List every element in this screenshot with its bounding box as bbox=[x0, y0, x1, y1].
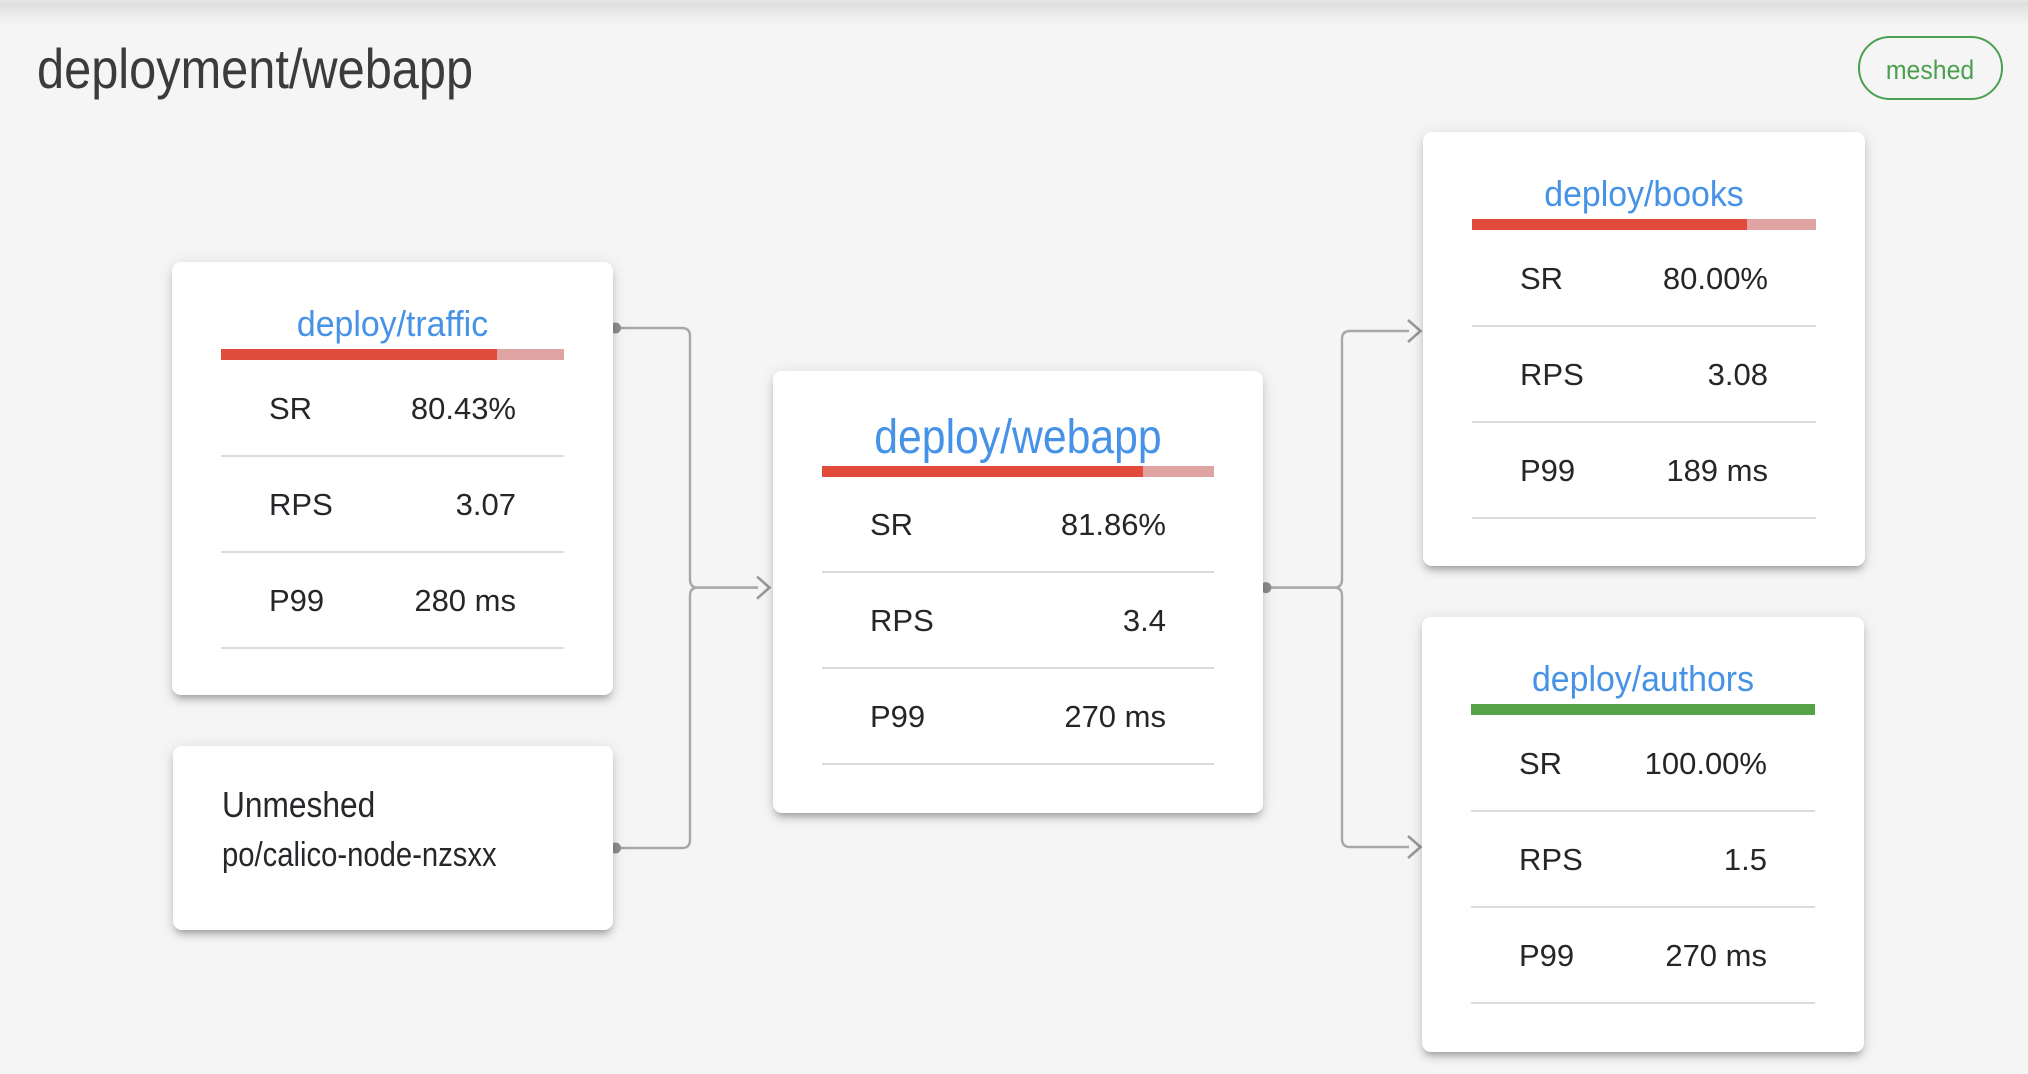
edge-traffic-to-webapp bbox=[615, 326, 758, 589]
stat-value: 280 ms bbox=[414, 582, 516, 618]
stat-value: 3.08 bbox=[1707, 356, 1768, 392]
unmeshed-title: Unmeshed bbox=[222, 784, 376, 825]
stat-value: 80.43% bbox=[410, 390, 516, 426]
stats-table-authors: SR 100.00% RPS 1.5 P99 270 ms bbox=[1471, 716, 1815, 1004]
edge-unmeshed-to-webapp bbox=[615, 586, 758, 850]
success-rate-bar-traffic bbox=[221, 349, 564, 360]
stat-label: P99 bbox=[1519, 937, 1575, 973]
stat-row-p99: P99 270 ms bbox=[1471, 908, 1815, 1004]
stat-row-rps: RPS 3.07 bbox=[221, 457, 564, 553]
stat-row-sr: SR 80.43% bbox=[221, 361, 564, 457]
stat-row-p99: P99 189 ms bbox=[1472, 423, 1816, 519]
stat-value: 80.00% bbox=[1662, 260, 1768, 296]
stat-label: SR bbox=[1519, 745, 1563, 781]
stat-label: RPS bbox=[870, 602, 934, 638]
stat-row-rps: RPS 3.08 bbox=[1472, 327, 1816, 423]
node-card-deploy-books: deploy/books SR 80.00% RPS 3.08 P99 189 … bbox=[1423, 132, 1865, 566]
stat-value: 3.07 bbox=[455, 486, 516, 522]
success-rate-bar-books bbox=[1472, 219, 1816, 230]
stats-table-traffic: SR 80.43% RPS 3.07 P99 280 ms bbox=[221, 361, 564, 649]
arrowhead-into-webapp bbox=[756, 575, 772, 600]
page-title: deployment/webapp bbox=[37, 37, 474, 100]
node-link-deploy-authors[interactable]: deploy/authors bbox=[1531, 658, 1754, 699]
stat-label: P99 bbox=[269, 582, 325, 618]
stat-label: P99 bbox=[1520, 452, 1576, 488]
stat-label: SR bbox=[1520, 260, 1564, 296]
success-rate-bar-fill bbox=[1471, 704, 1815, 715]
unmeshed-resource-name: po/calico-node-nzsxx bbox=[222, 836, 497, 874]
node-link-deploy-webapp[interactable]: deploy/webapp bbox=[874, 411, 1162, 464]
success-rate-bar-fill bbox=[1472, 219, 1748, 230]
success-rate-bar-authors bbox=[1471, 704, 1815, 715]
stat-value: 270 ms bbox=[1064, 698, 1166, 734]
stat-value: 100.00% bbox=[1644, 745, 1767, 781]
edge-webapp-to-authors bbox=[1266, 586, 1409, 849]
success-rate-bar-rest bbox=[1747, 219, 1816, 230]
node-link-deploy-books[interactable]: deploy/books bbox=[1544, 173, 1744, 214]
stat-label: SR bbox=[269, 390, 313, 426]
node-link-deploy-traffic[interactable]: deploy/traffic bbox=[296, 303, 489, 344]
stat-value: 81.86% bbox=[1060, 506, 1166, 542]
meshed-badge-label: meshed bbox=[1886, 55, 1975, 85]
stat-label: RPS bbox=[1519, 841, 1583, 877]
stats-table-books: SR 80.00% RPS 3.08 P99 189 ms bbox=[1472, 231, 1816, 519]
stat-value: 270 ms bbox=[1665, 937, 1767, 973]
node-card-deploy-webapp: deploy/webapp SR 81.86% RPS 3.4 P99 270 … bbox=[773, 371, 1263, 813]
edge-webapp-to-books bbox=[1266, 329, 1409, 589]
success-rate-bar-webapp bbox=[822, 466, 1214, 477]
success-rate-bar-rest bbox=[1142, 466, 1214, 477]
arrowhead-into-books bbox=[1407, 319, 1423, 343]
stat-label: RPS bbox=[269, 486, 333, 522]
stat-value: 3.4 bbox=[1122, 602, 1166, 638]
node-card-unmeshed: Unmeshed po/calico-node-nzsxx bbox=[173, 746, 613, 930]
stat-label: RPS bbox=[1520, 356, 1584, 392]
stat-label: SR bbox=[870, 506, 914, 542]
stat-row-sr: SR 80.00% bbox=[1472, 231, 1816, 327]
success-rate-bar-fill bbox=[221, 349, 497, 360]
node-card-deploy-authors: deploy/authors SR 100.00% RPS 1.5 P99 27… bbox=[1422, 617, 1864, 1052]
stats-table-webapp: SR 81.86% RPS 3.4 P99 270 ms bbox=[822, 477, 1214, 765]
stat-value: 189 ms bbox=[1666, 452, 1768, 488]
stat-row-sr: SR 100.00% bbox=[1471, 716, 1815, 812]
node-card-deploy-traffic: deploy/traffic SR 80.43% RPS 3.07 P99 28… bbox=[172, 262, 613, 695]
success-rate-bar-rest bbox=[496, 349, 564, 360]
arrowhead-into-authors bbox=[1407, 835, 1423, 859]
stat-value: 1.5 bbox=[1723, 841, 1767, 877]
meshed-badge: meshed bbox=[1858, 36, 2003, 100]
stat-label: P99 bbox=[870, 698, 926, 734]
stat-row-rps: RPS 3.4 bbox=[822, 573, 1214, 669]
port-dot-webapp bbox=[1260, 582, 1272, 594]
stat-row-rps: RPS 1.5 bbox=[1471, 812, 1815, 908]
success-rate-bar-fill bbox=[822, 466, 1143, 477]
stat-row-p99: P99 270 ms bbox=[822, 669, 1214, 765]
stat-row-sr: SR 81.86% bbox=[822, 477, 1214, 573]
stat-row-p99: P99 280 ms bbox=[221, 553, 564, 649]
